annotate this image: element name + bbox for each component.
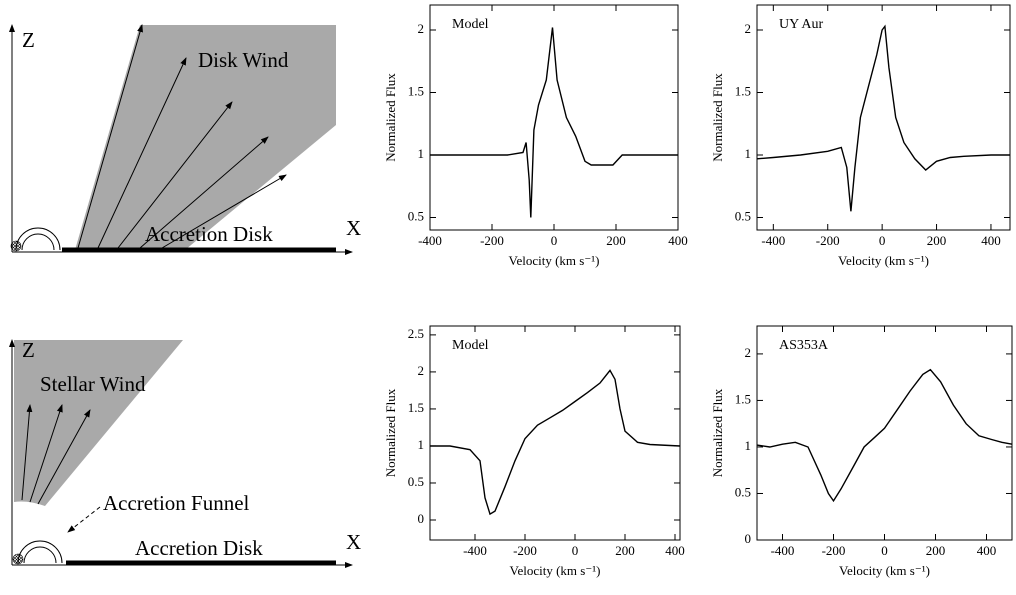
data-line [430,27,678,218]
x-tick-label: -400 [761,233,785,248]
x-tick-label: 200 [926,543,946,558]
x-axis-title: Velocity (km s⁻¹) [509,253,600,268]
x-tick-label: 200 [615,543,635,558]
x-tick-label: -200 [513,543,537,558]
data-line [430,369,681,516]
y-tick-label: 2 [418,21,425,36]
y-axis-title: Normalized Flux [710,388,725,477]
disk-label: Accretion Disk [135,536,263,560]
data-line [756,24,1010,212]
x-tick-label: -400 [771,543,795,558]
y-tick-label: 0.5 [735,484,751,499]
y-tick-label: 2.5 [408,326,424,341]
plot-frame [429,325,681,541]
y-tick-label: 0 [745,531,752,546]
y-axis-title: Normalized Flux [383,73,398,162]
panel-label: AS353A [779,338,829,353]
data-line [756,368,1013,503]
plot-frame [756,4,1011,231]
x-tick-label: 0 [572,543,579,558]
y-tick-label: 1 [418,437,425,452]
y-tick-label: 1.5 [408,400,424,415]
wind-region [75,25,336,250]
x-tick-label: 0 [551,233,558,248]
y-tick-label: 1.5 [735,83,751,98]
x-axis-label: X [346,530,361,554]
wind-label: Stellar Wind [40,372,146,396]
panel-label: Model [452,338,489,353]
y-tick-label: 0.5 [408,474,424,489]
z-axis-label: Z [22,338,35,362]
x-tick-label: -200 [816,233,840,248]
x-tick-label: -400 [418,233,442,248]
y-tick-label: 0 [418,511,425,526]
x-tick-label: 200 [927,233,947,248]
x-tick-label: 400 [665,543,685,558]
chart-panel: -400 -200 0 200 400 0 0.5 1 1.5 2 Velocity (km s⁻¹… [710,325,1013,578]
stellar-wind-diagram: Z Stellar Wind Accretion Funnel Accretio… [9,338,361,568]
chart-panel: -400 -200 0 200 400 0.5 1 1.5 2 Velocity (km s⁻¹)… [710,4,1011,268]
x-tick-label: 200 [606,233,626,248]
plot-frame [756,325,1013,541]
x-tick-label: 0 [881,543,888,558]
disk-label: Accretion Disk [145,222,273,246]
x-tick-label: -400 [463,543,487,558]
y-tick-label: 0.5 [735,208,751,223]
y-tick-label: 1 [418,146,425,161]
y-tick-label: 1.5 [408,83,424,98]
x-tick-label: 400 [981,233,1001,248]
x-tick-label: -200 [822,543,846,558]
y-tick-label: 2 [745,345,752,360]
y-tick-label: 1 [745,146,752,161]
x-tick-label: 400 [668,233,688,248]
y-tick-label: 2 [745,21,752,36]
x-axis-title: Velocity (km s⁻¹) [838,253,929,268]
panel-label: Model [452,17,489,32]
y-axis-title: Normalized Flux [383,388,398,477]
y-tick-label: 0.5 [408,208,424,223]
wind-region [14,340,183,506]
panel-label: UY Aur [779,17,824,32]
wind-label: Disk Wind [198,48,289,72]
y-axis-title: Normalized Flux [710,73,725,162]
z-axis-label: Z [22,28,35,52]
x-axis-title: Velocity (km s⁻¹) [839,563,930,578]
x-axis-title: Velocity (km s⁻¹) [510,563,601,578]
x-tick-label: -200 [480,233,504,248]
funnel-label: Accretion Funnel [103,491,250,515]
chart-panel: -400 -200 0 200 400 0.5 1 1.5 2 Velocity (km s⁻¹)… [383,4,688,268]
wind-arrows [21,404,91,505]
chart-panel: -400 -200 0 200 400 0 0.5 1 1.5 2 2.5 Velocity (km … [383,325,685,578]
disk-wind-diagram: Z Disk Wind Accretion Disk X [9,24,361,255]
y-tick-label: 1.5 [735,391,751,406]
wind-arrows [77,24,287,249]
x-axis-label: X [346,216,361,240]
y-tick-label: 1 [745,438,752,453]
x-tick-label: 400 [977,543,997,558]
x-tick-label: 0 [879,233,886,248]
y-tick-label: 2 [418,363,425,378]
